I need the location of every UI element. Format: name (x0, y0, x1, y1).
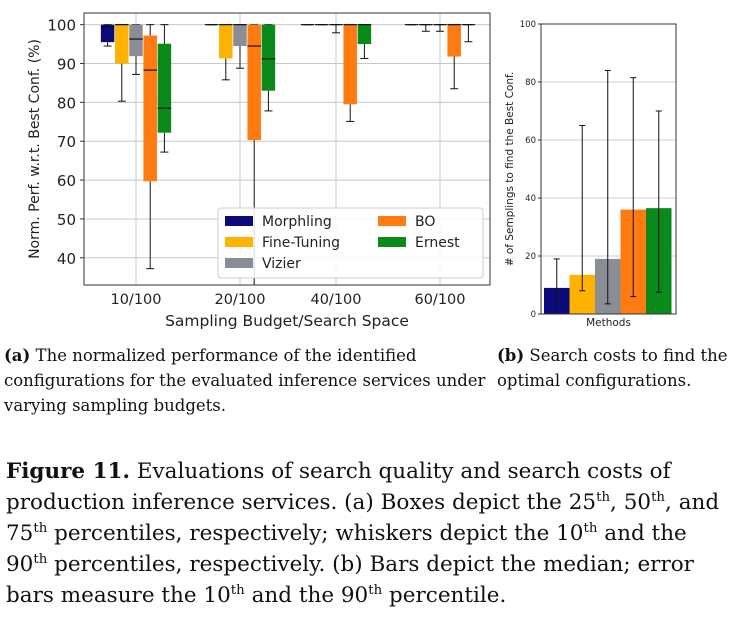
figure-caption: Figure 11. Evaluations of search quality… (6, 456, 726, 611)
subcaption-b-tag: (b) (497, 346, 525, 365)
legend-swatch (378, 237, 406, 247)
legend-box (217, 207, 484, 279)
box-fine-tuning (219, 24, 233, 59)
y-tick-label: 0 (531, 310, 536, 320)
x-tick-label: 40/100 (310, 292, 361, 308)
y-tick-label: 80 (57, 94, 76, 112)
box-bo (143, 35, 157, 182)
figure-label: Figure 11. (6, 459, 130, 484)
y-axis-label: Norm. Perf. w.r.t. Best Conf. (%) (27, 39, 43, 259)
legend-label: BO (415, 214, 435, 230)
x-tick-label: 60/100 (414, 292, 465, 308)
x-axis-label: Methods (586, 317, 631, 329)
y-tick-label: 20 (525, 252, 536, 262)
figure-caption-text: percentile. (382, 583, 507, 608)
box-plot-chart: 40 50 60 70 80 90 100 10/100 20/100 40/100 60/100 S… (27, 12, 491, 330)
superscript: th (583, 520, 598, 536)
box-vizier (233, 24, 247, 47)
subcaption-b-text: Search costs to find the optimal configu… (497, 346, 728, 390)
figure-caption-text: percentiles, respectively; whiskers depi… (47, 521, 584, 546)
legend-swatch (225, 258, 253, 268)
bar-chart: 0 20 40 60 80 100 Methods # of Semplings to fin… (504, 20, 677, 329)
box-ernest (157, 43, 172, 133)
x-tick-label: 10/100 (110, 292, 161, 308)
y-tick-label: 80 (525, 78, 536, 88)
superscript: th (33, 551, 48, 567)
figure-caption-text: , 50 (610, 490, 652, 515)
legend-label: Fine-Tuning (262, 235, 340, 251)
plot-frame (83, 12, 491, 286)
y-tick-label: 40 (57, 250, 76, 268)
box-bo (247, 24, 261, 141)
superscript: th (33, 520, 48, 536)
figure-canvas: 40 50 60 70 80 90 100 10/100 20/100 40/100 60/100 S… (27, 12, 677, 330)
box-morphling (100, 24, 115, 43)
legend-swatch (225, 216, 253, 226)
box-fine-tuning (115, 24, 129, 64)
y-tick-label: 60 (57, 172, 76, 190)
y-tick-label: 40 (525, 194, 536, 204)
legend-swatch (225, 237, 253, 247)
superscript: th (651, 489, 666, 505)
legend: Morphling Fine-Tuning Vizier BO Ernest (217, 207, 484, 279)
box-ernest (261, 24, 276, 91)
x-tick-label: 20/100 (214, 292, 265, 308)
superscript: th (596, 489, 611, 505)
legend-label: Morphling (262, 214, 332, 230)
subcaption-b: (b) Search costs to find the optimal con… (497, 343, 729, 393)
y-tick-label: 50 (57, 211, 76, 229)
y-axis-label: # of Semplings to find the Best Conf. (504, 72, 516, 267)
x-axis-label: Sampling Budget/Search Space (165, 312, 409, 330)
figure-caption-text: and the 90 (6, 521, 687, 577)
y-tick-label: 70 (57, 133, 76, 151)
legend-swatch (378, 216, 406, 226)
legend-label: Vizier (262, 256, 301, 272)
box-bo (343, 24, 357, 105)
boxes-layer (100, 24, 476, 285)
y-tick-label: 60 (525, 136, 536, 146)
subcaption-a-text: The normalized performance of the identi… (4, 346, 486, 415)
superscript: th (368, 582, 383, 598)
y-tick-label: 100 (520, 20, 536, 30)
figure-caption-text: , and 75 (6, 490, 720, 546)
figure-caption-text: Evaluations of search quality and search… (6, 459, 671, 515)
figure-caption-text: and the 90 (244, 583, 369, 608)
y-tick-label: 100 (47, 17, 76, 35)
subcaption-a-tag: (a) (4, 346, 31, 365)
box-bo (447, 24, 461, 57)
superscript: th (230, 582, 245, 598)
box-vizier (129, 24, 143, 57)
subcaption-a: (a) The normalized performance of the id… (4, 343, 494, 418)
legend-label: Ernest (415, 235, 460, 251)
y-tick-label: 90 (57, 56, 76, 74)
box-ernest (357, 24, 372, 45)
figure-caption-text: percentiles, respectively. (b) Bars depi… (6, 552, 694, 608)
plot-frame (540, 23, 677, 315)
